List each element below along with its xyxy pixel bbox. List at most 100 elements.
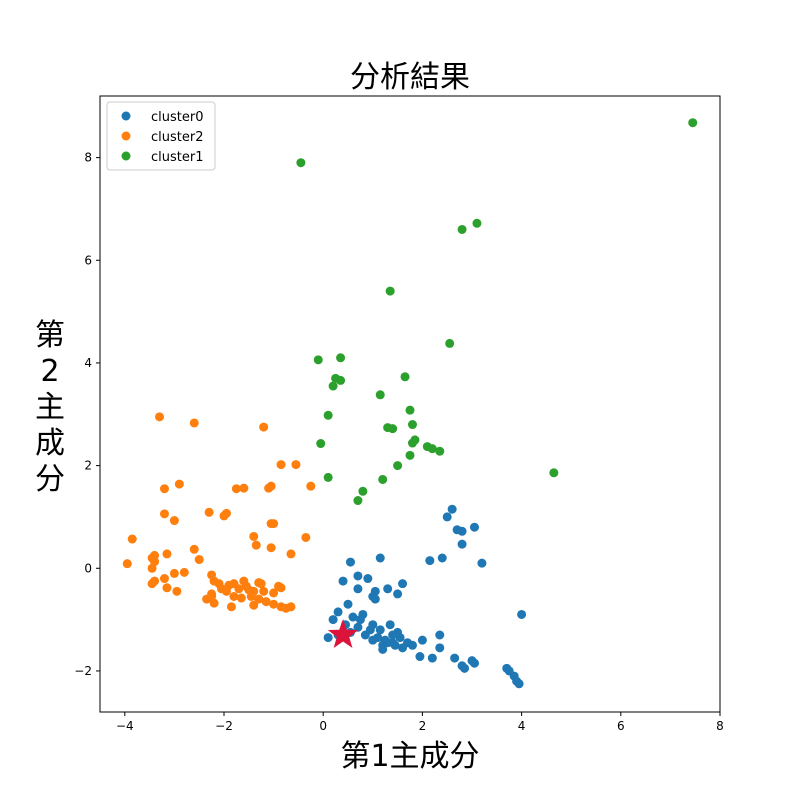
legend-marker-cluster0 [121, 111, 131, 121]
cluster2-point [169, 516, 179, 526]
cluster2-point [251, 540, 261, 550]
y-axis-label-char: 第 [35, 318, 65, 353]
legend-label-cluster0: cluster0 [151, 110, 203, 125]
x-axis-label: 第1主成分 [340, 739, 479, 774]
cluster2-point [234, 584, 244, 594]
cluster0-point [333, 607, 343, 617]
cluster1-point [316, 439, 326, 449]
cluster1-point [353, 496, 363, 506]
cluster2-point [236, 593, 246, 603]
cluster0-point [395, 633, 405, 643]
cluster2-point [122, 559, 132, 569]
cluster2-point [159, 509, 169, 519]
cluster1-point [405, 450, 415, 460]
cluster0-point [370, 594, 380, 604]
series-cluster0 [323, 504, 527, 689]
cluster2-point [291, 460, 301, 470]
cluster1-point [388, 424, 398, 434]
cluster2-point [217, 584, 227, 594]
star-marker [327, 619, 359, 648]
cluster1-point [378, 474, 388, 484]
cluster0-point [457, 526, 467, 536]
cluster2-point [147, 563, 157, 573]
cluster0-point [442, 512, 452, 522]
cluster2-point [276, 583, 286, 593]
cluster2-point [155, 412, 165, 422]
cluster2-point [286, 602, 296, 612]
cluster1-point [427, 444, 437, 454]
cluster2-point [224, 580, 234, 590]
cluster1-point [405, 405, 415, 415]
cluster2-point [286, 549, 296, 559]
cluster0-point [390, 640, 400, 650]
chart-title: 分析結果 [350, 60, 470, 95]
y-tick-label: 8 [84, 151, 92, 165]
cluster1-point [407, 420, 417, 430]
cluster2-point [226, 602, 236, 612]
plot-frame [99, 95, 721, 713]
cluster2-point [189, 544, 199, 554]
cluster2-point [266, 543, 276, 553]
cluster0-point [375, 625, 385, 635]
cluster1-point [323, 410, 333, 420]
cluster2-point [264, 483, 274, 493]
cluster0-point [338, 576, 348, 586]
cluster2-point [249, 600, 259, 610]
cluster2-point [127, 534, 137, 544]
cluster2-point [174, 479, 184, 489]
cluster2-point [169, 568, 179, 578]
cluster2-point [159, 484, 169, 494]
cluster2-point [162, 549, 172, 559]
cluster2-point [241, 581, 251, 591]
x-tick-label: −2 [215, 719, 233, 733]
legend-box [106, 101, 216, 171]
cluster0-point [385, 620, 395, 630]
cluster0-point [469, 658, 479, 668]
cluster0-point [373, 633, 383, 643]
cluster2-point [249, 531, 259, 541]
y-tick-label: 0 [84, 561, 92, 575]
cluster0-point [348, 612, 358, 622]
cluster1-point [313, 355, 323, 365]
cluster0-point [415, 652, 425, 662]
cluster1-point [549, 468, 559, 478]
cluster1-point [445, 338, 455, 348]
cluster1-point [688, 118, 698, 128]
cluster1-point [457, 224, 467, 234]
cluster2-point [254, 594, 264, 604]
cluster0-point [383, 584, 393, 594]
cluster2-point [246, 592, 256, 601]
cluster2-point [276, 460, 286, 470]
cluster0-point [345, 557, 355, 567]
cluster2-point [306, 481, 316, 491]
cluster1-point [375, 390, 385, 400]
x-tick-label: −4 [116, 719, 134, 733]
cluster1-point [328, 381, 338, 391]
y-tick-label: 4 [84, 356, 92, 370]
cluster1-point [358, 486, 368, 496]
legend-marker-cluster2 [121, 131, 131, 141]
y-axis-label-char: 成 [35, 426, 65, 461]
cluster0-point [427, 653, 437, 663]
cluster2-point [231, 484, 241, 494]
cluster0-point [447, 504, 457, 514]
y-axis-label-char: 主 [35, 390, 65, 425]
cluster0-point [425, 556, 435, 566]
cluster0-point [437, 553, 447, 563]
cluster0-point [353, 584, 363, 594]
cluster0-point [417, 635, 427, 645]
cluster1-point [400, 372, 410, 382]
cluster2-point [229, 592, 239, 601]
x-tick-label: 8 [716, 719, 724, 733]
cluster0-point [457, 539, 467, 549]
cluster2-point [261, 597, 271, 607]
cluster1-point [385, 286, 395, 296]
cluster2-point [162, 583, 172, 593]
cluster2-point [259, 586, 269, 596]
cluster0-point [353, 622, 363, 632]
cluster0-point [378, 644, 388, 654]
cluster1-point [472, 218, 482, 228]
cluster2-point [172, 586, 182, 596]
legend-marker-cluster1 [121, 151, 131, 161]
